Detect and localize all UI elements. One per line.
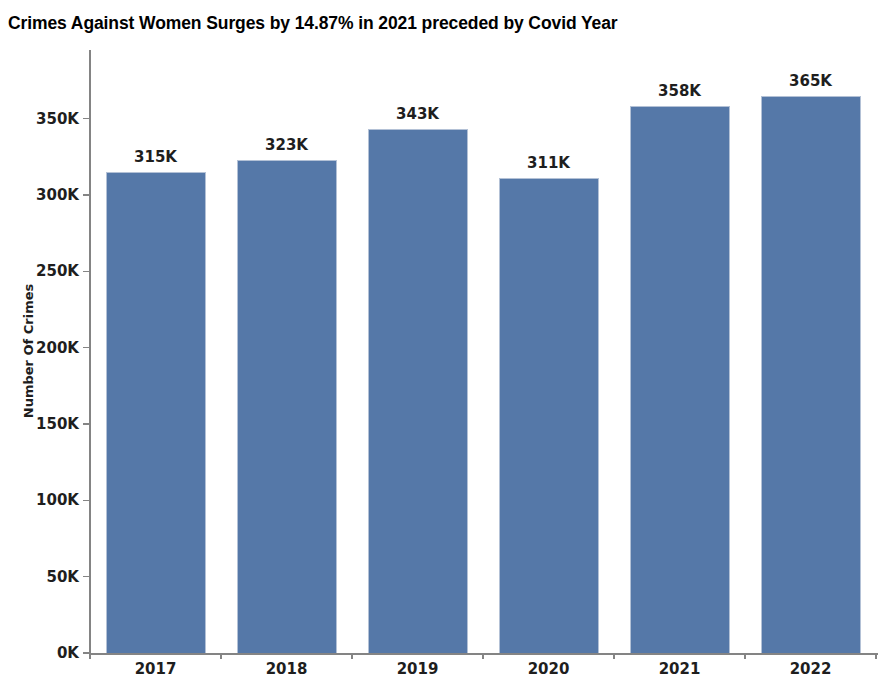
bar-value-label: 343K	[352, 105, 483, 123]
x-tick-label-2018: 2018	[221, 659, 352, 679]
y-tick	[83, 194, 89, 196]
y-tick	[83, 118, 89, 120]
bar-value-label: 358K	[614, 82, 745, 100]
bar-2021	[630, 106, 730, 653]
bar-value-label: 365K	[745, 72, 876, 90]
x-tick-label-2020: 2020	[483, 659, 614, 679]
y-tick-label: 50K	[29, 568, 79, 586]
x-tick-label-2017: 2017	[90, 659, 221, 679]
y-tick-label: 0K	[29, 644, 79, 662]
bar-2019	[368, 129, 468, 653]
x-tick-label-2022: 2022	[745, 659, 876, 679]
chart-title: Crimes Against Women Surges by 14.87% in…	[8, 13, 618, 34]
bar-2022	[761, 96, 861, 653]
bar-2020	[499, 178, 599, 653]
bar-2018	[237, 160, 337, 653]
bar-value-label: 311K	[483, 154, 614, 172]
y-tick	[83, 576, 89, 578]
y-tick-label: 200K	[29, 339, 79, 357]
y-tick-label: 350K	[29, 110, 79, 128]
x-tick-label-2021: 2021	[614, 659, 745, 679]
y-tick	[83, 652, 89, 654]
bar-2017	[106, 172, 206, 653]
y-tick-label: 100K	[29, 491, 79, 509]
y-tick	[83, 271, 89, 273]
y-tick-label: 150K	[29, 415, 79, 433]
bar-chart: Crimes Against Women Surges by 14.87% in…	[0, 0, 885, 688]
x-tick-label-2019: 2019	[352, 659, 483, 679]
bar-value-label: 315K	[90, 148, 221, 166]
y-tick-label: 250K	[29, 262, 79, 280]
y-tick-label: 300K	[29, 186, 79, 204]
y-tick	[83, 347, 89, 349]
y-tick	[83, 423, 89, 425]
bar-value-label: 323K	[221, 136, 352, 154]
y-tick	[83, 500, 89, 502]
y-axis-line	[89, 50, 91, 654]
